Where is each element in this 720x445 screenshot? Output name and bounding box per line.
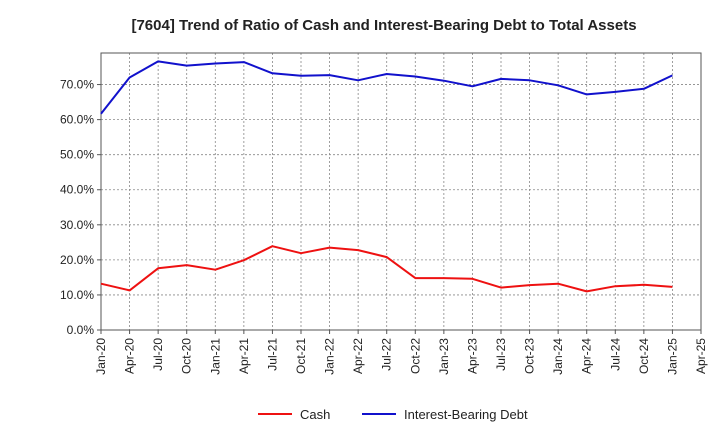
series-line-interest-bearing-debt (100, 60, 673, 115)
x-tick-label: Jan-21 (208, 338, 222, 375)
x-tick-label: Jul-20 (151, 338, 165, 371)
x-tick-label: Jul-23 (494, 338, 508, 371)
series-line-cash (100, 245, 673, 293)
grid-layer (101, 53, 701, 330)
plot-frame (100, 52, 702, 331)
x-tick-label: Jan-25 (665, 338, 679, 375)
legend: Cash Interest-Bearing Debt (258, 407, 528, 422)
x-tick-label: Oct-22 (408, 338, 422, 374)
y-tick-label: 20.0% (60, 253, 94, 267)
x-tick-label: Apr-20 (123, 338, 137, 374)
x-tick-label: Apr-21 (237, 338, 251, 374)
x-tick-label: Apr-23 (465, 338, 479, 374)
x-tick-label: Jan-20 (94, 338, 108, 375)
legend-label: Interest-Bearing Debt (404, 407, 528, 422)
x-tick-label: Jan-23 (437, 338, 451, 375)
series-layer (100, 60, 673, 293)
x-tick-label: Apr-22 (351, 338, 365, 374)
x-tick-label: Apr-25 (694, 338, 708, 374)
y-tick-label: 60.0% (60, 113, 94, 127)
x-tick-label: Oct-20 (180, 338, 194, 374)
x-tick-label: Jul-24 (608, 338, 622, 371)
x-tick-label: Oct-24 (637, 338, 651, 374)
y-tick-label: 30.0% (60, 218, 94, 232)
legend-label: Cash (300, 407, 330, 422)
x-tick-label: Oct-23 (523, 338, 537, 374)
x-tick-label: Jan-22 (323, 338, 337, 375)
y-tick-label: 50.0% (60, 148, 94, 162)
y-tick-label: 10.0% (60, 288, 94, 302)
x-tick-label: Oct-21 (294, 338, 308, 374)
x-tick-label: Jul-21 (265, 338, 279, 371)
y-tick-label: 40.0% (60, 183, 94, 197)
y-tick-label: 0.0% (67, 323, 95, 337)
x-tick-label: Apr-24 (580, 338, 594, 374)
x-tick-label: Jan-24 (551, 338, 565, 375)
chart-title: [7604] Trend of Ratio of Cash and Intere… (131, 17, 636, 34)
axis-layer: Jan-20 Apr-20 Jul-20 Oct-20 Jan-21 Apr-21 Jul-… (60, 52, 708, 375)
x-tick-label: Jul-22 (380, 338, 394, 371)
y-tick-label: 70.0% (60, 78, 94, 92)
